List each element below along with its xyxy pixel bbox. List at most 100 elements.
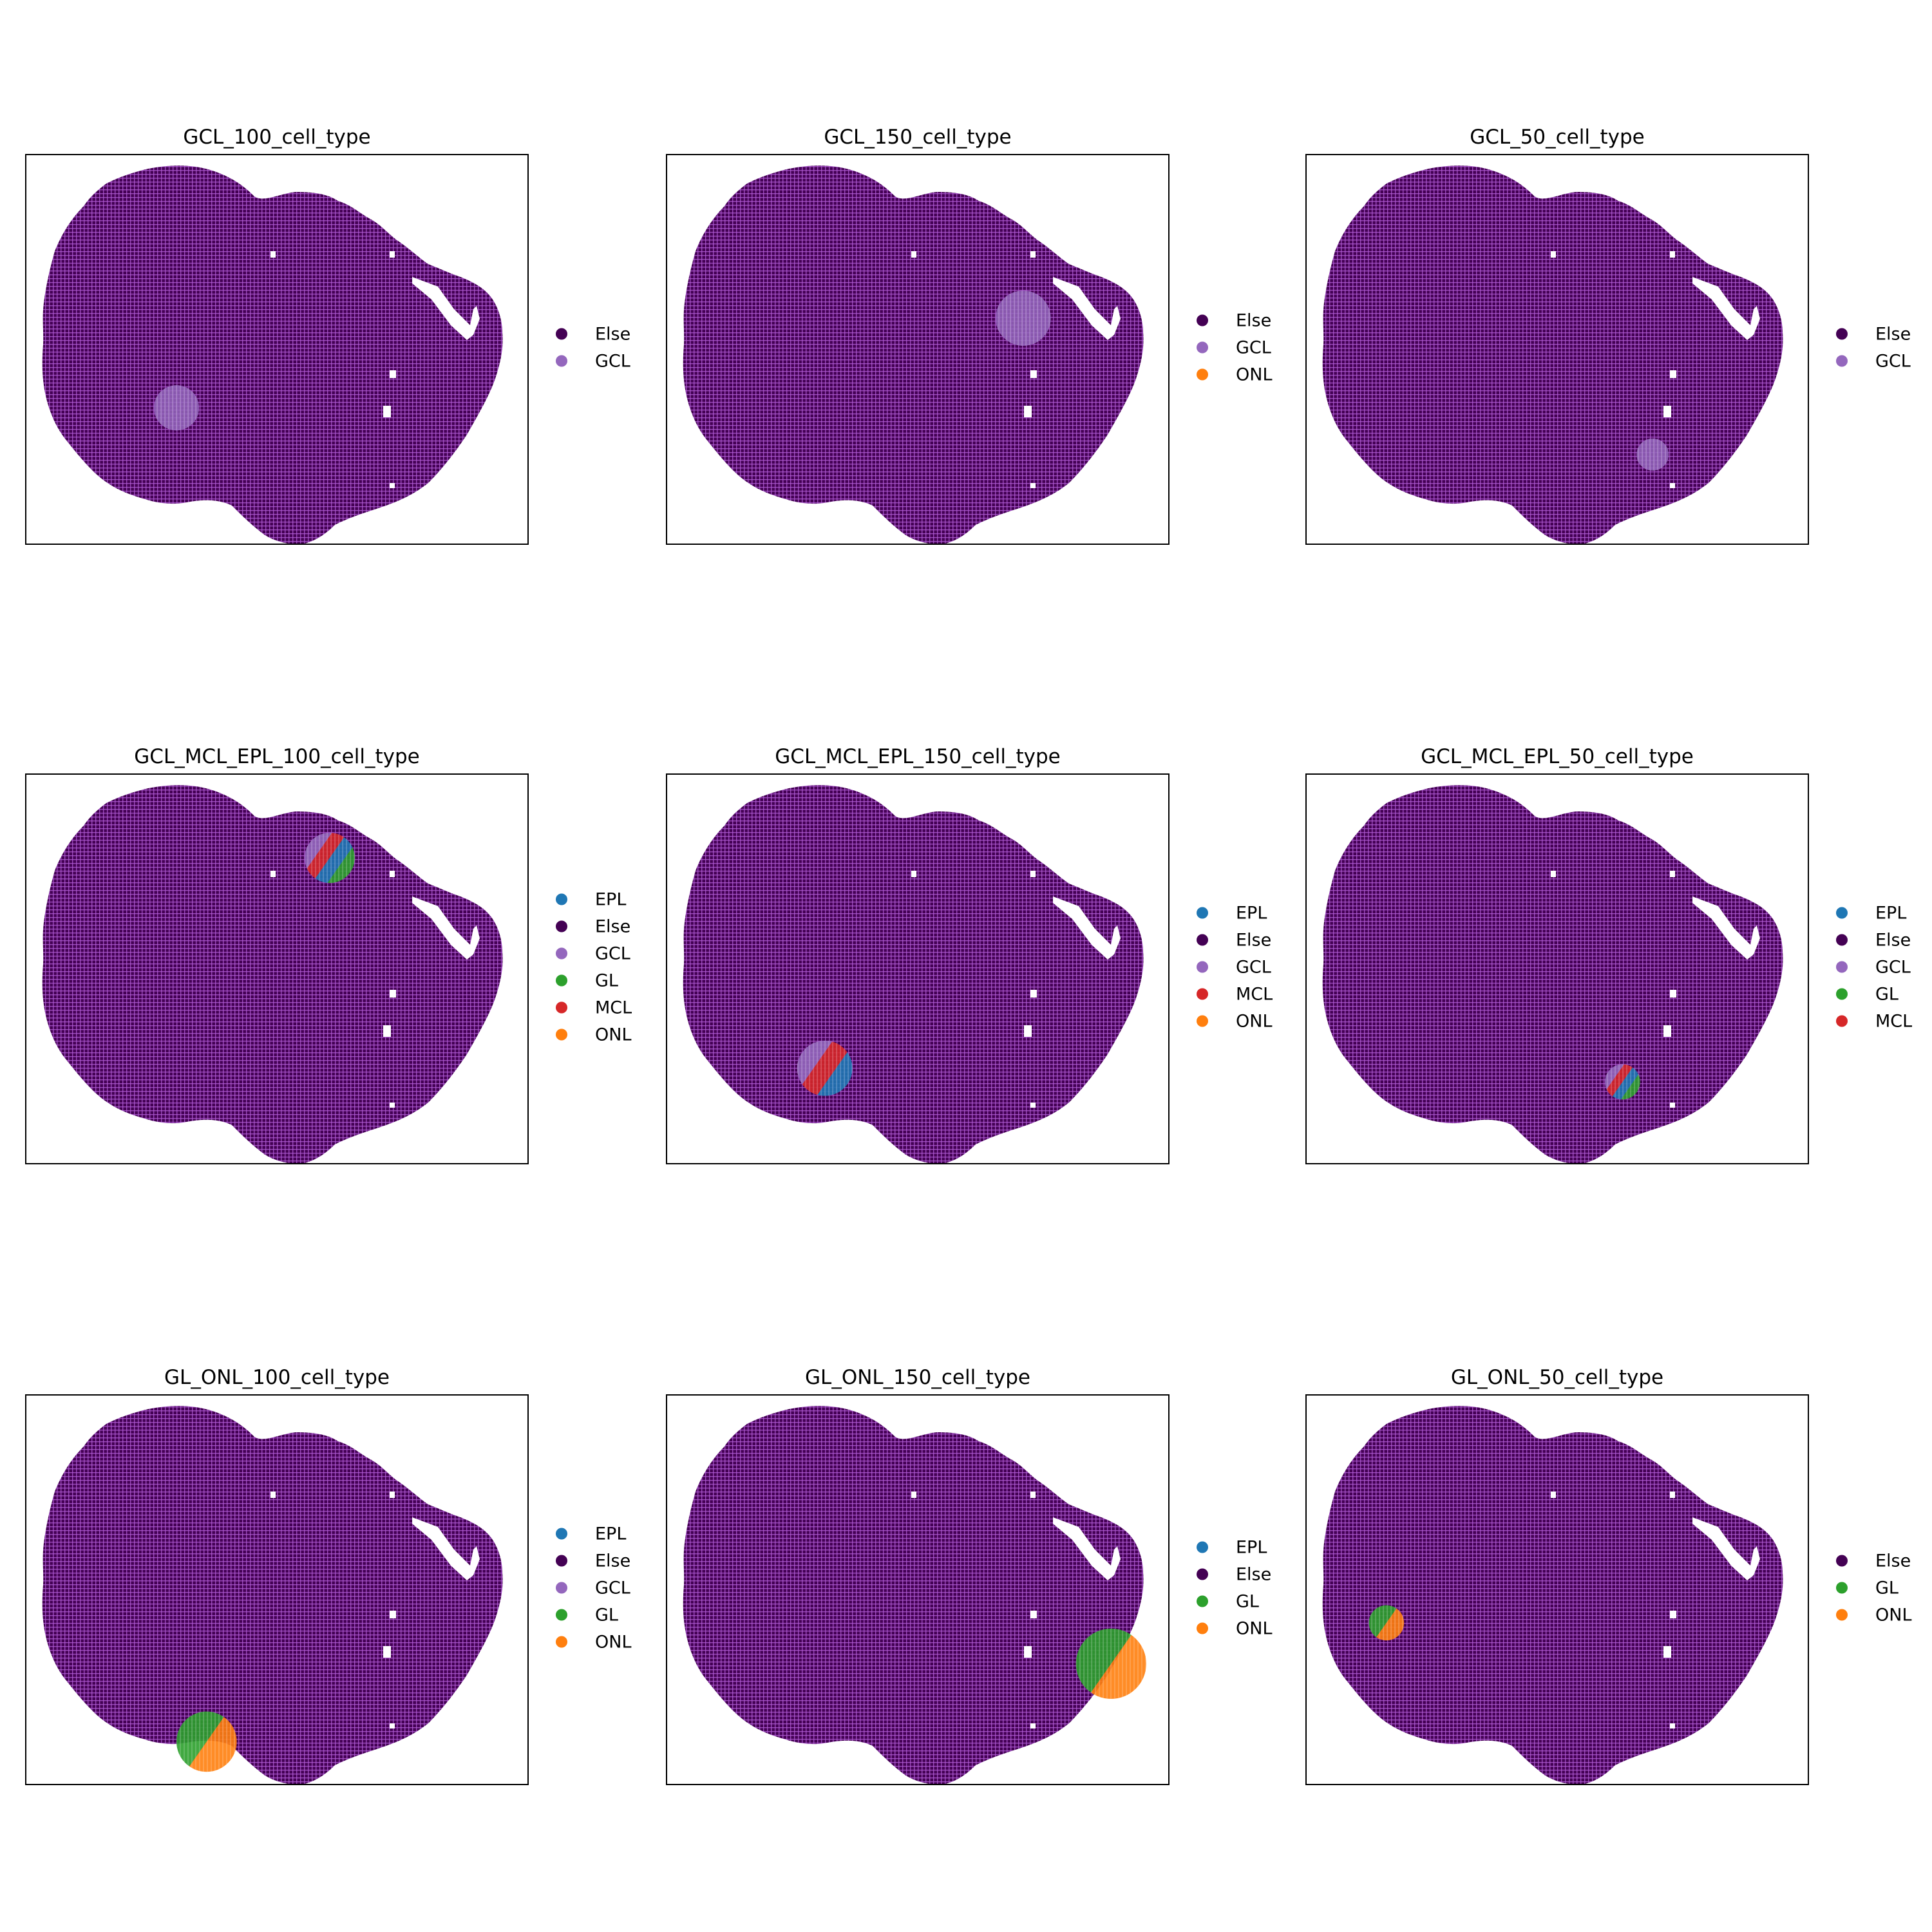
tissue-gap [383,406,391,417]
tissue-gap [1030,871,1036,877]
legend-marker-mcl [556,1001,567,1014]
plot-area [1322,1406,1783,1785]
legend-marker-gcl [1197,961,1208,973]
legend-marker-onl [1197,1622,1208,1634]
region-gl [1619,1072,1640,1100]
axes-frame [1305,773,1809,1164]
legend-label: GCL [1236,958,1271,978]
legend-marker-gl [1836,1582,1848,1594]
legend: EPL Else GCL GL MCL [1836,904,1912,1032]
tissue-gap [390,370,396,378]
axes-frame [25,1394,529,1785]
scatter-panel: GL_ONL_150_cell_type EPL Else GL ONL [666,1366,1273,1785]
region-onl [189,1717,237,1772]
plot-area [683,166,1144,544]
legend-label: Else [1236,1565,1271,1585]
legend-marker-else [1836,934,1848,946]
highlight-region [1368,1605,1405,1641]
legend: EPL Else GCL MCL ONL [1197,904,1273,1032]
legend: Else GCL [556,325,630,372]
tissue-gap [383,1646,391,1658]
legend: EPL Else GCL GL MCL ONL [556,890,632,1045]
tissue-gap [1030,1611,1037,1618]
tissue-gap [1692,896,1760,960]
panel-title: GCL_MCL_EPL_50_cell_type [1421,745,1694,768]
tissue-gap [412,896,480,960]
legend-label: MCL [1236,985,1273,1005]
panel-title: GCL_MCL_EPL_150_cell_type [775,745,1060,768]
tissue-gap [1024,406,1032,417]
plot-area [683,1406,1146,1785]
tissue-gap [1670,871,1675,877]
plot-area [42,1406,503,1785]
tissue-holes [1551,251,1760,488]
legend-label: ONL [1875,1605,1912,1625]
legend-label: ONL [1236,1619,1273,1639]
axes-frame [666,1394,1170,1785]
legend: EPL Else GCL GL ONL [556,1524,632,1653]
tissue-gap [1670,370,1676,378]
panel-title: GCL_150_cell_type [824,126,1011,149]
tissue-gap [1670,483,1675,488]
region-gcl [304,833,334,872]
tissue-gap [911,1492,916,1498]
axes-frame [1305,1394,1809,1785]
legend-label: MCL [1875,1012,1912,1032]
panel-title: GCL_MCL_EPL_100_cell_type [134,745,419,768]
tissue-holes [911,1492,1121,1728]
tissue-gap [383,1025,391,1037]
tissue-gap [1670,990,1676,998]
tissue-gap [1663,1646,1671,1658]
scatter-panel: GCL_150_cell_type Else GCL ONL [666,126,1273,545]
tissue-gap [1024,1025,1032,1037]
legend-marker-else [556,920,567,933]
legend-marker-gl [556,974,567,987]
region-epl [315,837,355,884]
legend-label: Else [1875,325,1911,345]
tissue-gap [390,1723,395,1728]
legend-label: GCL [595,352,630,372]
plot-area [42,166,503,544]
tissue-gap [1030,251,1036,258]
tissue-gap [412,1517,480,1580]
tissue-spots-else [683,166,1144,544]
legend-label: EPL [1236,904,1267,923]
legend-marker-onl [1836,1609,1848,1621]
tissue-gap [270,251,276,258]
legend-label: GL [1236,1592,1259,1612]
region-gcl [153,385,200,431]
legend-marker-gcl [1197,341,1208,354]
tissue-gap [412,277,480,340]
highlight-region [153,385,200,431]
legend-label: GL [595,1605,618,1625]
legend-label: ONL [595,1633,632,1653]
legend: Else GCL ONL [1197,311,1273,385]
tissue-spots-else [42,785,503,1164]
legend-label: GCL [1236,338,1271,358]
legend-marker-gl [1836,988,1848,1000]
tissue-spots-else [683,1406,1144,1785]
legend: Else GCL [1836,325,1911,372]
legend-marker-else [1197,1568,1208,1580]
legend-label: EPL [1875,904,1906,923]
legend-label: EPL [595,890,626,910]
legend-label: Else [595,917,630,937]
tissue-gap [390,483,395,488]
legend-marker-else [1836,328,1848,340]
legend: EPL Else GL ONL [1197,1538,1273,1639]
scatter-panel: GCL_MCL_EPL_150_cell_type EPL Else GCL MCL ON… [666,745,1273,1164]
tissue-gap [911,871,916,877]
highlight-region [304,833,355,884]
region-mcl [305,833,345,879]
legend-label: Else [595,325,630,345]
legend-label: GL [1875,1578,1899,1598]
tissue-holes [270,871,480,1108]
legend-marker-epl [1197,907,1208,919]
axes-frame [1305,154,1809,545]
tissue-gap [1670,1611,1676,1618]
legend-marker-gcl [556,947,567,960]
legend-label: GL [595,971,618,991]
legend-marker-onl [556,1028,567,1041]
legend-label: ONL [1236,1012,1273,1032]
panel-title: GCL_50_cell_type [1470,126,1644,149]
